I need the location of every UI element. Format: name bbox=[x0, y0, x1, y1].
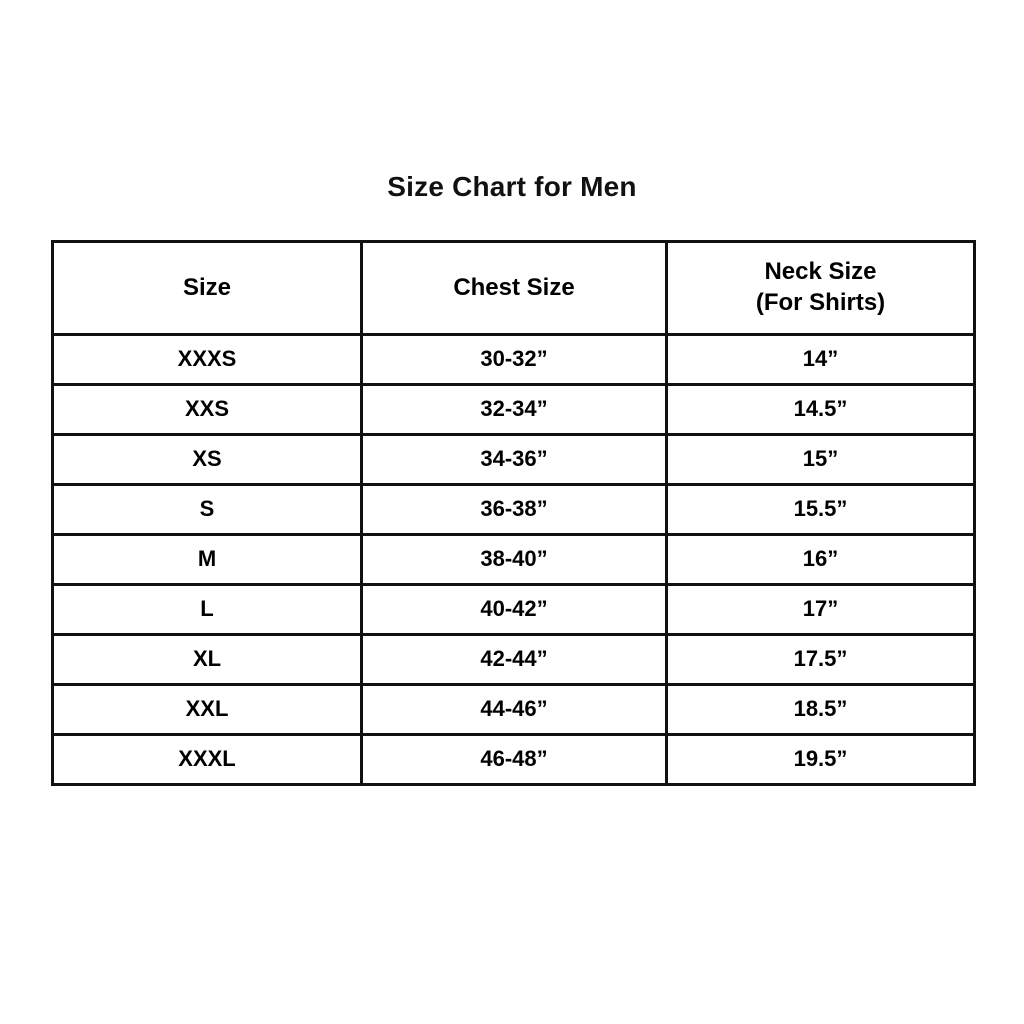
cell-neck: 18.5” bbox=[665, 683, 976, 736]
cell-neck: 14” bbox=[665, 333, 976, 386]
cell-neck: 15” bbox=[665, 433, 976, 486]
cell-chest: 46-48” bbox=[360, 733, 668, 786]
cell-size: XXXL bbox=[51, 733, 363, 786]
cell-chest: 42-44” bbox=[360, 633, 668, 686]
table-header-row: Size Chest Size Neck Size (For Shirts) bbox=[51, 240, 976, 336]
column-header-neck-size-line1: Neck Size bbox=[764, 258, 877, 286]
column-header-neck-size: Neck Size (For Shirts) bbox=[665, 240, 976, 336]
cell-chest: 38-40” bbox=[360, 533, 668, 586]
cell-chest: 36-38” bbox=[360, 483, 668, 536]
cell-neck: 17” bbox=[665, 583, 976, 636]
column-header-size-line1: Size bbox=[182, 273, 232, 301]
size-table-container: Size Chest Size Neck Size (For Shirts) X… bbox=[51, 240, 976, 786]
cell-size: XXS bbox=[51, 383, 363, 436]
cell-size: XS bbox=[51, 433, 363, 486]
column-header-chest-size: Chest Size bbox=[360, 240, 668, 336]
cell-chest: 32-34” bbox=[360, 383, 668, 436]
table-row: XXS 32-34” 14.5” bbox=[51, 383, 976, 436]
table-row: M 38-40” 16” bbox=[51, 533, 976, 586]
cell-size: XXXS bbox=[51, 333, 363, 386]
column-header-size: Size bbox=[51, 240, 363, 336]
cell-neck: 15.5” bbox=[665, 483, 976, 536]
table-body: XXXS 30-32” 14” XXS 32-34” 14.5” XS 34-3… bbox=[51, 333, 976, 786]
cell-size: L bbox=[51, 583, 363, 636]
cell-neck: 17.5” bbox=[665, 633, 976, 686]
cell-neck: 19.5” bbox=[665, 733, 976, 786]
column-header-chest-size-line1: Chest Size bbox=[453, 273, 575, 301]
table-row: L 40-42” 17” bbox=[51, 583, 976, 636]
size-chart-table: Size Chest Size Neck Size (For Shirts) X… bbox=[51, 240, 976, 786]
table-row: XXXL 46-48” 19.5” bbox=[51, 733, 976, 786]
table-row: S 36-38” 15.5” bbox=[51, 483, 976, 536]
table-row: XXL 44-46” 18.5” bbox=[51, 683, 976, 736]
cell-size: M bbox=[51, 533, 363, 586]
cell-chest: 30-32” bbox=[360, 333, 668, 386]
cell-chest: 40-42” bbox=[360, 583, 668, 636]
page-title: Size Chart for Men bbox=[387, 171, 637, 202]
cell-size: XL bbox=[51, 633, 363, 686]
table-header: Size Chest Size Neck Size (For Shirts) bbox=[51, 240, 976, 336]
cell-chest: 44-46” bbox=[360, 683, 668, 736]
cell-neck: 14.5” bbox=[665, 383, 976, 436]
column-header-neck-size-line2: (For Shirts) bbox=[755, 289, 886, 316]
cell-size: XXL bbox=[51, 683, 363, 736]
table-row: XS 34-36” 15” bbox=[51, 433, 976, 486]
table-row: XXXS 30-32” 14” bbox=[51, 333, 976, 386]
cell-chest: 34-36” bbox=[360, 433, 668, 486]
cell-neck: 16” bbox=[665, 533, 976, 586]
table-row: XL 42-44” 17.5” bbox=[51, 633, 976, 686]
cell-size: S bbox=[51, 483, 363, 536]
